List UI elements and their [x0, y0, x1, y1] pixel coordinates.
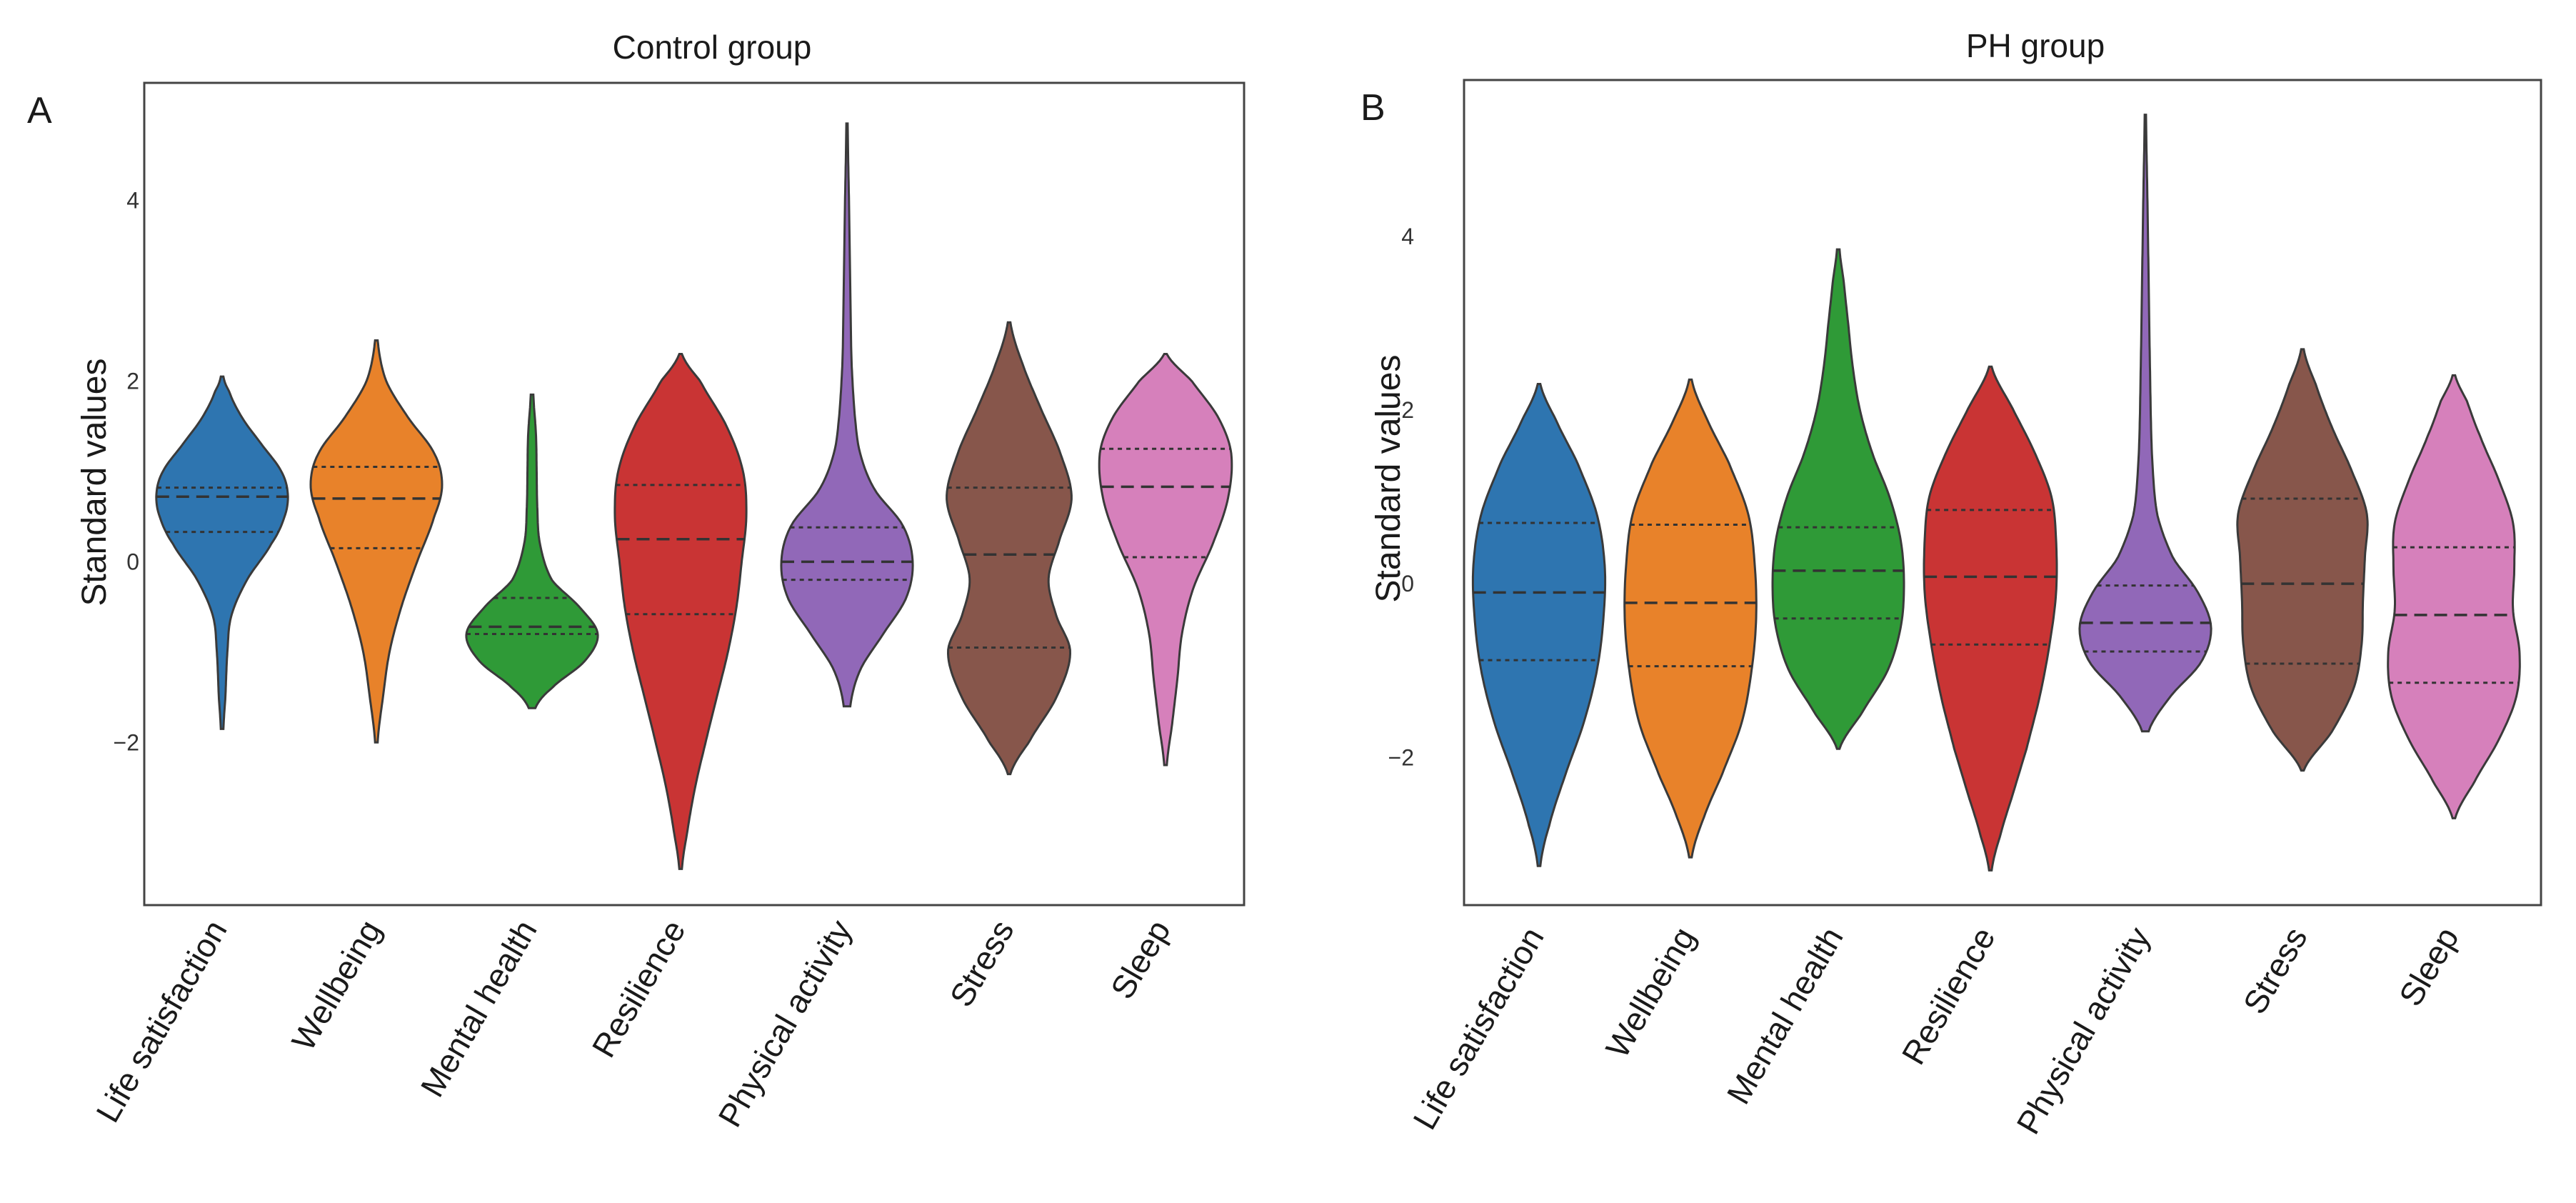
panel-b-y-tick-label: 4 — [1401, 224, 1414, 249]
panel-a-category-label-stress: Stress — [942, 914, 1021, 1013]
panel-b-y-tick-label: 0 — [1401, 571, 1414, 596]
panel-b-category-label-mental-health: Mental health — [1720, 921, 1850, 1110]
panel-b-violin-body-life-satisfaction — [1471, 383, 1607, 867]
panel-b-violin-body-wellbeing — [1623, 378, 1758, 859]
panel-a-violin-stress — [946, 321, 1073, 776]
panel-b-category-label-life-satisfaction: Life satisfaction — [1405, 921, 1551, 1136]
panel-b-violin-resilience — [1923, 365, 2058, 872]
panel-a-violin-body-mental-health — [465, 393, 599, 709]
panel-b-violin-physical-activity — [2078, 114, 2212, 733]
panel-a-category-labels: Life satisfaction Wellbeing Mental health R… — [89, 914, 1178, 1133]
panel-a-title: Control group — [613, 29, 812, 66]
panel-b-y-axis-label: Standard values — [1370, 355, 1408, 603]
panel-a-violin-sleep — [1098, 353, 1233, 767]
panel-a-y-tick-label: −2 — [114, 729, 139, 755]
panel-a-violin-physical-activity — [780, 122, 914, 708]
panel-a-y-axis-label: Standard values — [76, 359, 114, 607]
panel-a-control-group: A Control group Standard values 4 2 0 −2 Li… — [27, 29, 1246, 1133]
panel-b-violin-wellbeing — [1623, 378, 1758, 859]
panel-a-violin-wellbeing — [309, 339, 443, 744]
panel-b-violin-life-satisfaction — [1471, 383, 1607, 867]
panel-b-y-ticks: 4 2 0 −2 — [1388, 224, 1414, 770]
panel-b-violin-body-resilience — [1923, 365, 2058, 872]
panel-a-violin-mental-health — [465, 393, 599, 709]
panel-a-violins — [155, 122, 1233, 870]
panel-b-category-label-wellbeing: Wellbeing — [1598, 921, 1703, 1064]
panel-a-category-label-physical-activity: Physical activity — [711, 914, 858, 1133]
panel-a-category-label-resilience: Resilience — [585, 914, 693, 1064]
panel-a-violin-body-wellbeing — [309, 339, 443, 744]
panel-a-y-ticks: 4 2 0 −2 — [114, 187, 139, 755]
panel-a-violin-body-physical-activity — [780, 122, 914, 708]
panel-b-title: PH group — [1966, 27, 2105, 64]
panel-b-y-tick-label: 2 — [1401, 397, 1414, 423]
panel-b-violin-body-mental-health — [1771, 248, 1905, 750]
panel-a-violin-life-satisfaction — [155, 375, 289, 730]
panel-a-violin-resilience — [613, 353, 748, 870]
panel-b-category-label-physical-activity: Physical activity — [2009, 921, 2157, 1140]
panel-b-violin-sleep — [2387, 374, 2521, 819]
panel-a-y-tick-label: 0 — [126, 549, 139, 574]
panel-a-violin-body-stress — [946, 321, 1073, 776]
panel-b-ph-group: B PH group Standard values 4 2 0 −2 Life sa… — [1360, 27, 2542, 1140]
panel-b-category-label-resilience: Resilience — [1895, 921, 2003, 1071]
panel-a-violin-body-resilience — [613, 353, 748, 870]
panel-b-category-label-sleep: Sleep — [2392, 921, 2466, 1012]
panel-b-plot-frame — [1463, 79, 2542, 907]
panel-b-category-label-stress: Stress — [2235, 921, 2314, 1020]
panel-a-violin-body-life-satisfaction — [155, 375, 289, 730]
panel-b-label: B — [1360, 87, 1385, 129]
panel-b-violin-stress — [2236, 348, 2369, 772]
panel-a-violin-body-sleep — [1098, 353, 1233, 767]
panel-b-violin-body-stress — [2236, 348, 2369, 772]
panel-a-y-tick-label: 2 — [126, 368, 139, 394]
panel-b-violin-body-physical-activity — [2078, 114, 2212, 733]
panel-b-y-tick-label: −2 — [1388, 744, 1414, 770]
panel-a-label: A — [27, 90, 52, 131]
panel-a-y-tick-label: 4 — [126, 187, 139, 213]
panel-b-violins — [1471, 114, 2521, 872]
panel-a-category-label-life-satisfaction: Life satisfaction — [89, 914, 234, 1129]
panel-b-category-labels: Life satisfaction Wellbeing Mental health R… — [1405, 921, 2466, 1140]
panel-b-violin-body-sleep — [2387, 374, 2521, 819]
panel-a-category-label-mental-health: Mental health — [414, 914, 544, 1103]
panel-a-category-label-wellbeing: Wellbeing — [284, 914, 389, 1057]
panel-b-violin-mental-health — [1771, 248, 1905, 750]
panel-a-category-label-sleep: Sleep — [1103, 914, 1178, 1005]
panel-a-plot-frame — [143, 81, 1246, 907]
